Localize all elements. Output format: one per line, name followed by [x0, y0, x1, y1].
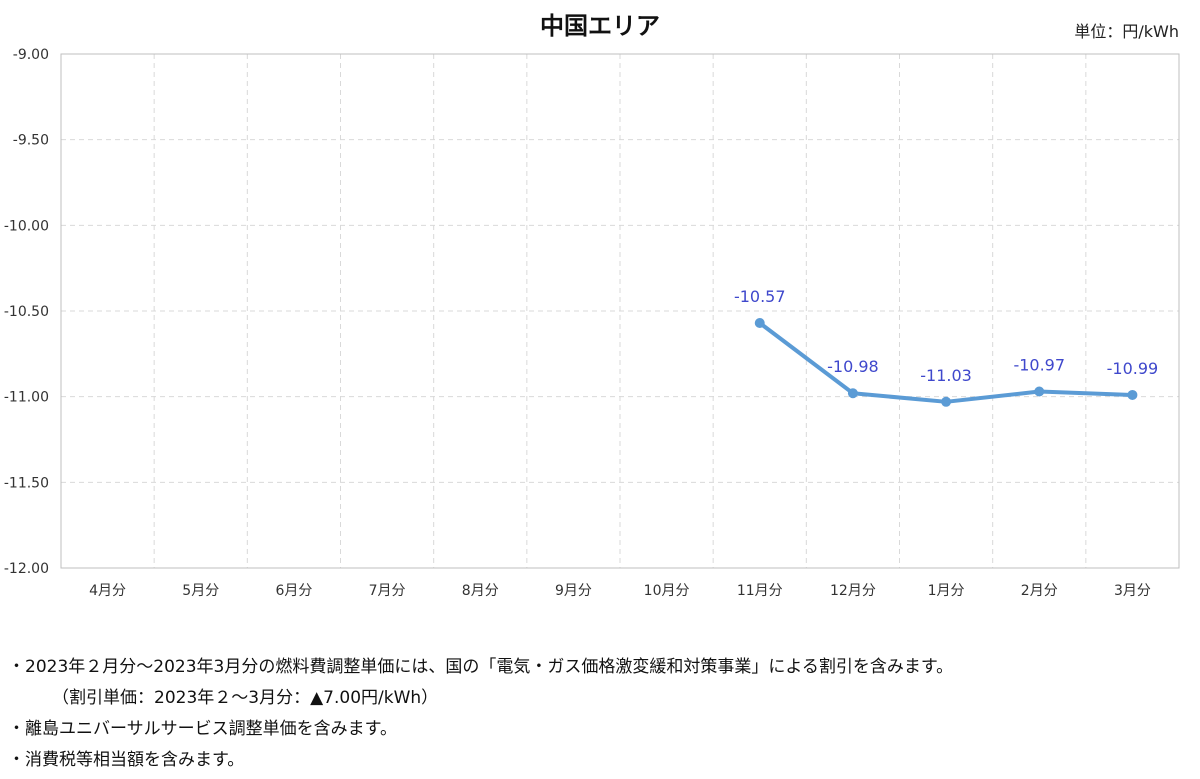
y-tick-label: -11.00 — [4, 390, 49, 406]
y-tick-label: -11.50 — [4, 475, 49, 491]
data-point — [941, 396, 952, 407]
y-tick-label: -10.00 — [4, 218, 49, 234]
x-tick-label: 1月分 — [928, 583, 965, 599]
note-discount: ・2023年２月分～2023年3月分の燃料費調整単価には、国の「電気・ガス価格激… — [8, 657, 954, 677]
data-label: -10.99 — [1107, 359, 1159, 378]
x-tick-label: 11月分 — [737, 583, 783, 599]
unit-label: 単位：円/kWh — [1074, 22, 1179, 41]
x-tick-label: 7月分 — [369, 583, 406, 599]
notes: ・2023年２月分～2023年3月分の燃料費調整単価には、国の「電気・ガス価格激… — [8, 652, 953, 776]
note-discount-rate: （割引単価：2023年２～3月分：▲7.00円/kWh） — [52, 688, 439, 708]
x-tick-label: 12月分 — [830, 583, 876, 599]
y-tick-label: -10.50 — [4, 304, 49, 320]
data-label: -10.98 — [827, 357, 879, 376]
y-tick-label: -9.50 — [13, 133, 49, 149]
x-tick-label: 2月分 — [1021, 583, 1058, 599]
data-label: -10.57 — [734, 287, 786, 306]
note-island-service: ・離島ユニバーサルサービス調整単価を含みます。 — [8, 719, 397, 739]
x-tick-label: 4月分 — [89, 583, 126, 599]
data-point — [1034, 386, 1045, 397]
data-label: -10.97 — [1013, 356, 1065, 375]
data-label: -11.03 — [920, 366, 972, 385]
line-chart: -9.00 -9.50 -10.00 -10.50 -11.00 -11.50 -12.00… — [4, 47, 1180, 599]
chart-title: 中国エリア — [540, 12, 660, 40]
x-tick-label: 9月分 — [555, 583, 592, 599]
x-tick-label: 10月分 — [644, 583, 690, 599]
y-tick-label: -9.00 — [13, 47, 49, 63]
x-tick-label: 3月分 — [1114, 583, 1151, 599]
x-tick-label: 8月分 — [462, 583, 499, 599]
x-tick-label: 5月分 — [182, 583, 219, 599]
series-line — [757, 320, 1135, 404]
data-point — [847, 388, 858, 399]
y-tick-label: -12.00 — [4, 561, 49, 577]
note-consumption-tax: ・消費税等相当額を含みます。 — [8, 750, 245, 770]
data-point — [754, 317, 765, 328]
data-point — [1127, 389, 1138, 400]
x-tick-label: 6月分 — [275, 583, 312, 599]
plot-area-frame — [60, 53, 1180, 569]
